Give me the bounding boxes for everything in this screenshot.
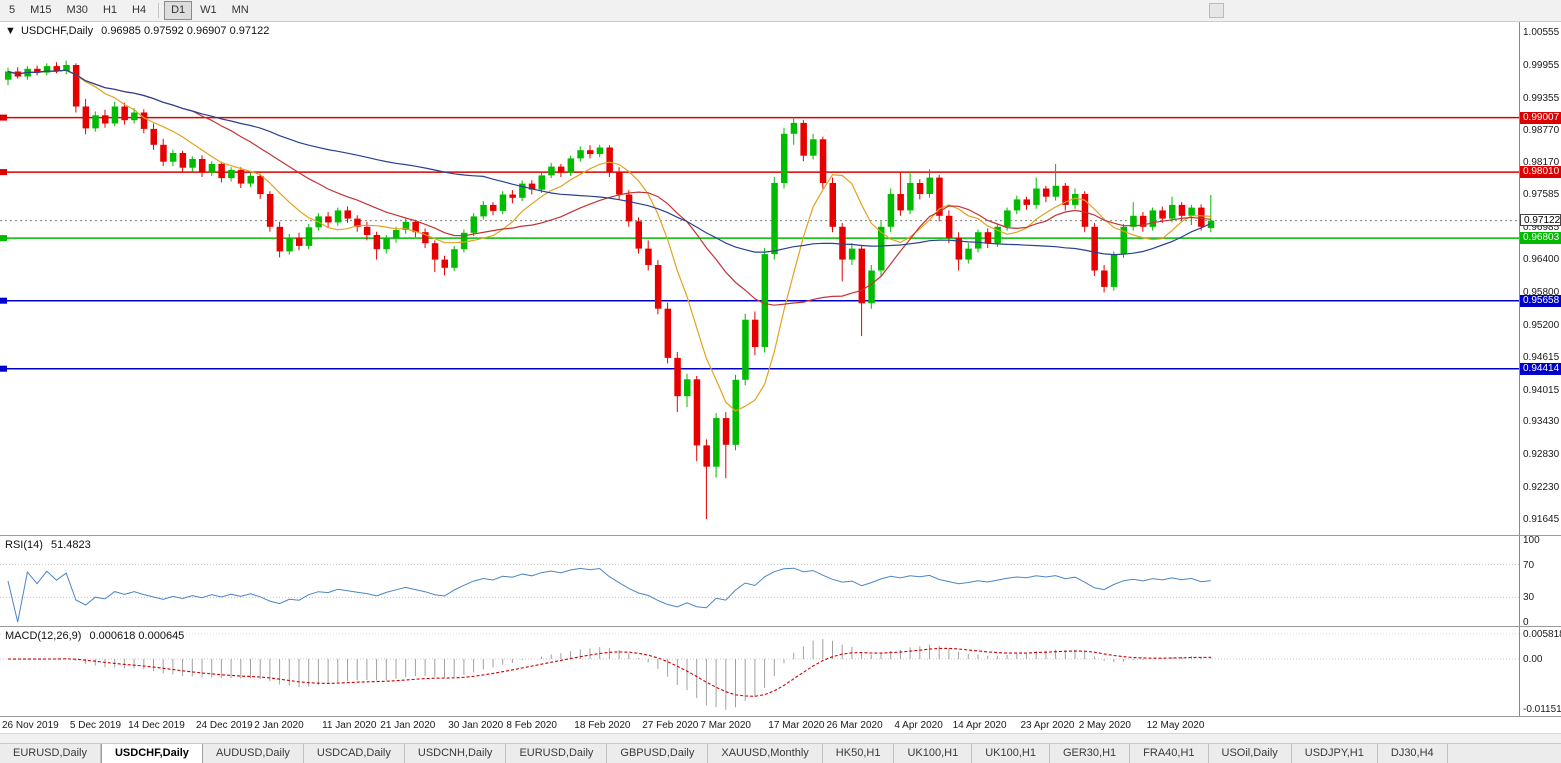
chart-tab-eurusd-daily[interactable]: EURUSD,Daily bbox=[506, 744, 608, 763]
rsi-value: 51.4823 bbox=[50, 539, 91, 551]
timeframe-button-5[interactable]: 5 bbox=[9, 4, 16, 16]
price-axis-label: 0.96985 bbox=[1523, 222, 1560, 234]
timeframe-button-d1[interactable]: D1 bbox=[164, 1, 193, 20]
chart-tab-fra40-h1[interactable]: FRA40,H1 bbox=[1130, 744, 1209, 763]
chart-tab-eurusd-daily[interactable]: EURUSD,Daily bbox=[0, 744, 101, 763]
date-axis-label: 18 Feb 2020 bbox=[574, 720, 631, 731]
price-axis-label: 0.98770 bbox=[1523, 124, 1560, 136]
hline-price-label: 0.96803 bbox=[1520, 232, 1561, 245]
date-axis-label: 26 Mar 2020 bbox=[826, 720, 883, 731]
price-axis-label: 0.95800 bbox=[1523, 286, 1560, 298]
date-axis-label: 4 Apr 2020 bbox=[894, 720, 943, 731]
macd-name: MACD(12,26,9) bbox=[5, 630, 82, 642]
date-axis-label: 21 Jan 2020 bbox=[380, 720, 436, 731]
chart-tab-dj30-h4[interactable]: DJ30,H4 bbox=[1377, 744, 1448, 763]
price-axis-label: 0.98170 bbox=[1523, 157, 1560, 169]
price-axis-label: 0.92830 bbox=[1523, 449, 1560, 461]
date-axis: 26 Nov 2019 5 Dec 2019 14 Dec 2019 24 Dec 2… bbox=[0, 716, 1561, 733]
candlestick-chart[interactable] bbox=[0, 22, 1561, 535]
rsi-name: RSI(14) bbox=[5, 539, 43, 551]
rsi-axis-label: 100 bbox=[1523, 536, 1540, 546]
date-axis-label: 2 May 2020 bbox=[1078, 720, 1131, 731]
price-axis-label: 0.95200 bbox=[1523, 319, 1560, 331]
date-axis-label: 24 Dec 2019 bbox=[196, 720, 253, 731]
chart-tab-usdcnh-daily[interactable]: USDCNH,Daily bbox=[404, 744, 507, 763]
macd-axis-label: -0.011514 bbox=[1523, 703, 1561, 715]
price-axis-label: 0.99355 bbox=[1523, 92, 1560, 104]
macd-values: 0.000618 0.000645 bbox=[89, 630, 185, 642]
date-axis-label: 26 Nov 2019 bbox=[2, 720, 59, 731]
macd-axis-label: 0.00 bbox=[1523, 654, 1543, 665]
pane-separator[interactable] bbox=[0, 626, 1561, 627]
chart-tabs: EURUSD,Daily USDCHF,Daily AUDUSD,Daily USDC… bbox=[0, 744, 1561, 763]
date-axis-label: 14 Apr 2020 bbox=[952, 720, 1007, 731]
pane-separator[interactable] bbox=[0, 535, 1561, 536]
timeframe-button-m15[interactable]: M15 bbox=[30, 4, 52, 16]
current-price-label: 0.97122 bbox=[1520, 213, 1561, 226]
hline-price-label: 0.95658 bbox=[1520, 294, 1561, 307]
timeframe-button-h1[interactable]: H1 bbox=[102, 4, 117, 16]
date-axis-label: 17 Mar 2020 bbox=[768, 720, 825, 731]
toolbar-separator bbox=[158, 3, 160, 18]
macd-axis-label: 0.005818 bbox=[1523, 629, 1561, 640]
date-axis-label: 14 Dec 2019 bbox=[128, 720, 185, 731]
price-axis-label: 0.97585 bbox=[1523, 189, 1560, 201]
chart-title: ▼ USDCHF,Daily 0.96985 0.97592 0.96907 0… bbox=[5, 25, 269, 37]
chart-collapse-icon[interactable]: ▼ bbox=[5, 25, 16, 37]
macd-indicator-pane[interactable]: MACD(12,26,9) 0.000618 0.000645 0.005818… bbox=[0, 627, 1561, 716]
horizontal-scrollbar[interactable] bbox=[0, 733, 1561, 743]
hline-price-label: 0.99007 bbox=[1520, 111, 1561, 124]
price-axis-label: 0.91645 bbox=[1523, 514, 1560, 525]
rsi-indicator-pane[interactable]: RSI(14) 51.4823 100 70 30 0 bbox=[0, 536, 1561, 626]
chart-tab-usoil-daily[interactable]: USOil,Daily bbox=[1208, 744, 1292, 763]
timeframe-button-mn[interactable]: MN bbox=[231, 4, 249, 16]
date-axis-label: 2 Jan 2020 bbox=[254, 720, 304, 731]
main-chart-pane[interactable]: ▼ USDCHF,Daily 0.96985 0.97592 0.96907 0… bbox=[0, 22, 1561, 535]
hline-price-label: 0.94414 bbox=[1520, 362, 1561, 375]
timeframe-button-m30[interactable]: M30 bbox=[66, 4, 88, 16]
hline-price-label: 0.98010 bbox=[1520, 166, 1561, 179]
chart-tab-uk100-h1[interactable]: UK100,H1 bbox=[894, 744, 973, 763]
rsi-axis-label: 0 bbox=[1523, 617, 1529, 626]
chart-tab-usdcad-daily[interactable]: USDCAD,Daily bbox=[303, 744, 405, 763]
timeframe-button-w1[interactable]: W1 bbox=[200, 4, 217, 16]
toolbar-small-button[interactable] bbox=[1209, 3, 1224, 18]
macd-chart[interactable] bbox=[0, 627, 1561, 716]
price-axis-label: 1.00555 bbox=[1523, 27, 1560, 38]
price-axis-label: 0.94015 bbox=[1523, 384, 1560, 396]
price-axis-label: 0.99955 bbox=[1523, 59, 1560, 71]
chart-symbol-title: USDCHF,Daily bbox=[20, 25, 94, 37]
chart-tab-usdjpy-h1[interactable]: USDJPY,H1 bbox=[1291, 744, 1378, 763]
chart-ohlc-values: 0.96985 0.97592 0.96907 0.97122 bbox=[101, 25, 270, 37]
chart-tab-uk100-h1[interactable]: UK100,H1 bbox=[972, 744, 1050, 763]
date-axis-label: 27 Feb 2020 bbox=[642, 720, 699, 731]
date-axis-label: 30 Jan 2020 bbox=[448, 720, 504, 731]
date-axis-label: 7 Mar 2020 bbox=[700, 720, 751, 731]
chart-tab-usdchf-daily[interactable]: USDCHF,Daily bbox=[100, 744, 203, 763]
date-axis-label: 23 Apr 2020 bbox=[1020, 720, 1075, 731]
timeframe-button-h4[interactable]: H4 bbox=[132, 4, 147, 16]
date-axis-label: 11 Jan 2020 bbox=[322, 720, 377, 731]
chart-tab-hk50-h1[interactable]: HK50,H1 bbox=[822, 744, 895, 763]
date-axis-label: 12 May 2020 bbox=[1146, 720, 1205, 731]
price-axis-label: 0.92230 bbox=[1523, 482, 1560, 493]
rsi-chart[interactable] bbox=[0, 536, 1561, 626]
chart-tabs-bar: EURUSD,Daily USDCHF,Daily AUDUSD,Daily USDC… bbox=[0, 743, 1561, 763]
chart-tab-xauusd-monthly[interactable]: XAUUSD,Monthly bbox=[708, 744, 823, 763]
date-axis-label: 8 Feb 2020 bbox=[506, 720, 557, 731]
rsi-axis-label: 30 bbox=[1523, 592, 1535, 604]
chart-tab-gbpusd-daily[interactable]: GBPUSD,Daily bbox=[607, 744, 709, 763]
price-axis-label: 0.94615 bbox=[1523, 351, 1560, 363]
date-axis-label: 5 Dec 2019 bbox=[69, 720, 122, 731]
price-axis-label: 0.96400 bbox=[1523, 254, 1560, 266]
rsi-axis-label: 70 bbox=[1523, 559, 1535, 571]
price-axis-label: 0.93430 bbox=[1523, 416, 1560, 428]
timeframe-toolbar: 5 M15 M30 H1 H4 D1 W1 MN bbox=[0, 0, 1561, 22]
chart-tab-ger30-h1[interactable]: GER30,H1 bbox=[1049, 744, 1131, 763]
timeframe-buttons-group: 5 M15 M30 H1 H4 D1 W1 MN bbox=[2, 0, 256, 21]
chart-tab-audusd-daily[interactable]: AUDUSD,Daily bbox=[202, 744, 304, 763]
macd-indicator-label: MACD(12,26,9) 0.000618 0.000645 bbox=[5, 630, 184, 642]
rsi-indicator-label: RSI(14) 51.4823 bbox=[5, 539, 91, 551]
